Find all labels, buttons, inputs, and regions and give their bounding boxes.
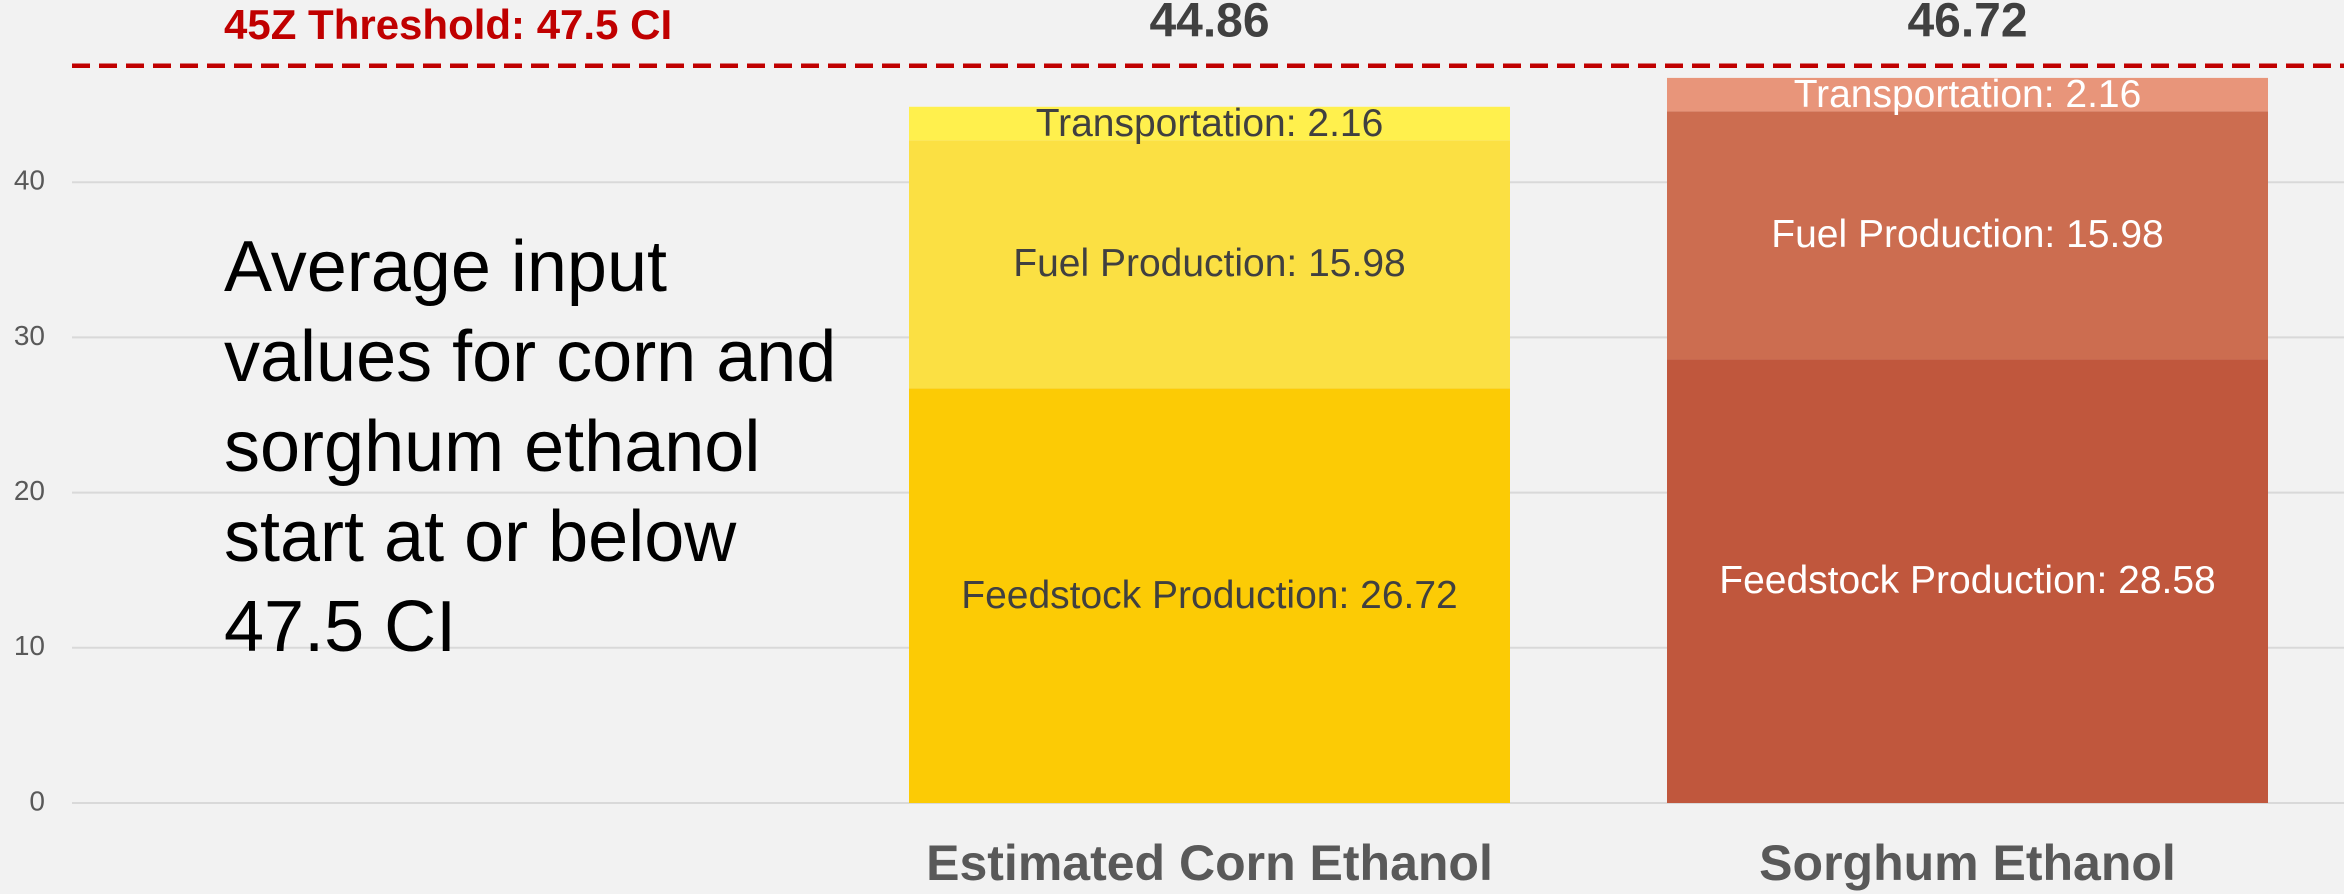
annotation: Average input values for corn and sorghu… <box>224 227 837 667</box>
bar-segment <box>909 106 1510 141</box>
y-tick-label: 10 <box>14 630 45 661</box>
bar-segment <box>909 140 1510 389</box>
bar-segment <box>909 388 1510 803</box>
y-tick-label: 30 <box>14 320 45 351</box>
data-label: Fuel Production: 15.98 <box>1771 213 2164 257</box>
data-label: Feedstock Production: 26.72 <box>961 573 1458 617</box>
bar-segment <box>1667 111 2268 360</box>
data-label: Fuel Production: 15.98 <box>1013 242 1406 286</box>
x-tick-label: Sorghum Ethanol <box>1759 835 2176 891</box>
y-tick-label: 40 <box>14 165 45 196</box>
total-label: 46.72 <box>1907 0 2027 48</box>
data-label: Transportation: 2.16 <box>1793 72 2142 116</box>
threshold-label: 45Z Threshold: 47.5 CI <box>224 1 672 48</box>
x-tick-label: Estimated Corn Ethanol <box>926 835 1493 891</box>
bar-segment <box>1667 77 2268 112</box>
data-label: Feedstock Production: 28.58 <box>1719 559 2216 603</box>
y-tick-label: 20 <box>14 475 45 506</box>
total-label: 44.86 <box>1149 0 1269 48</box>
bar-segment <box>1667 359 2268 803</box>
data-label: Transportation: 2.16 <box>1035 101 1384 145</box>
y-tick-label: 0 <box>29 785 45 816</box>
